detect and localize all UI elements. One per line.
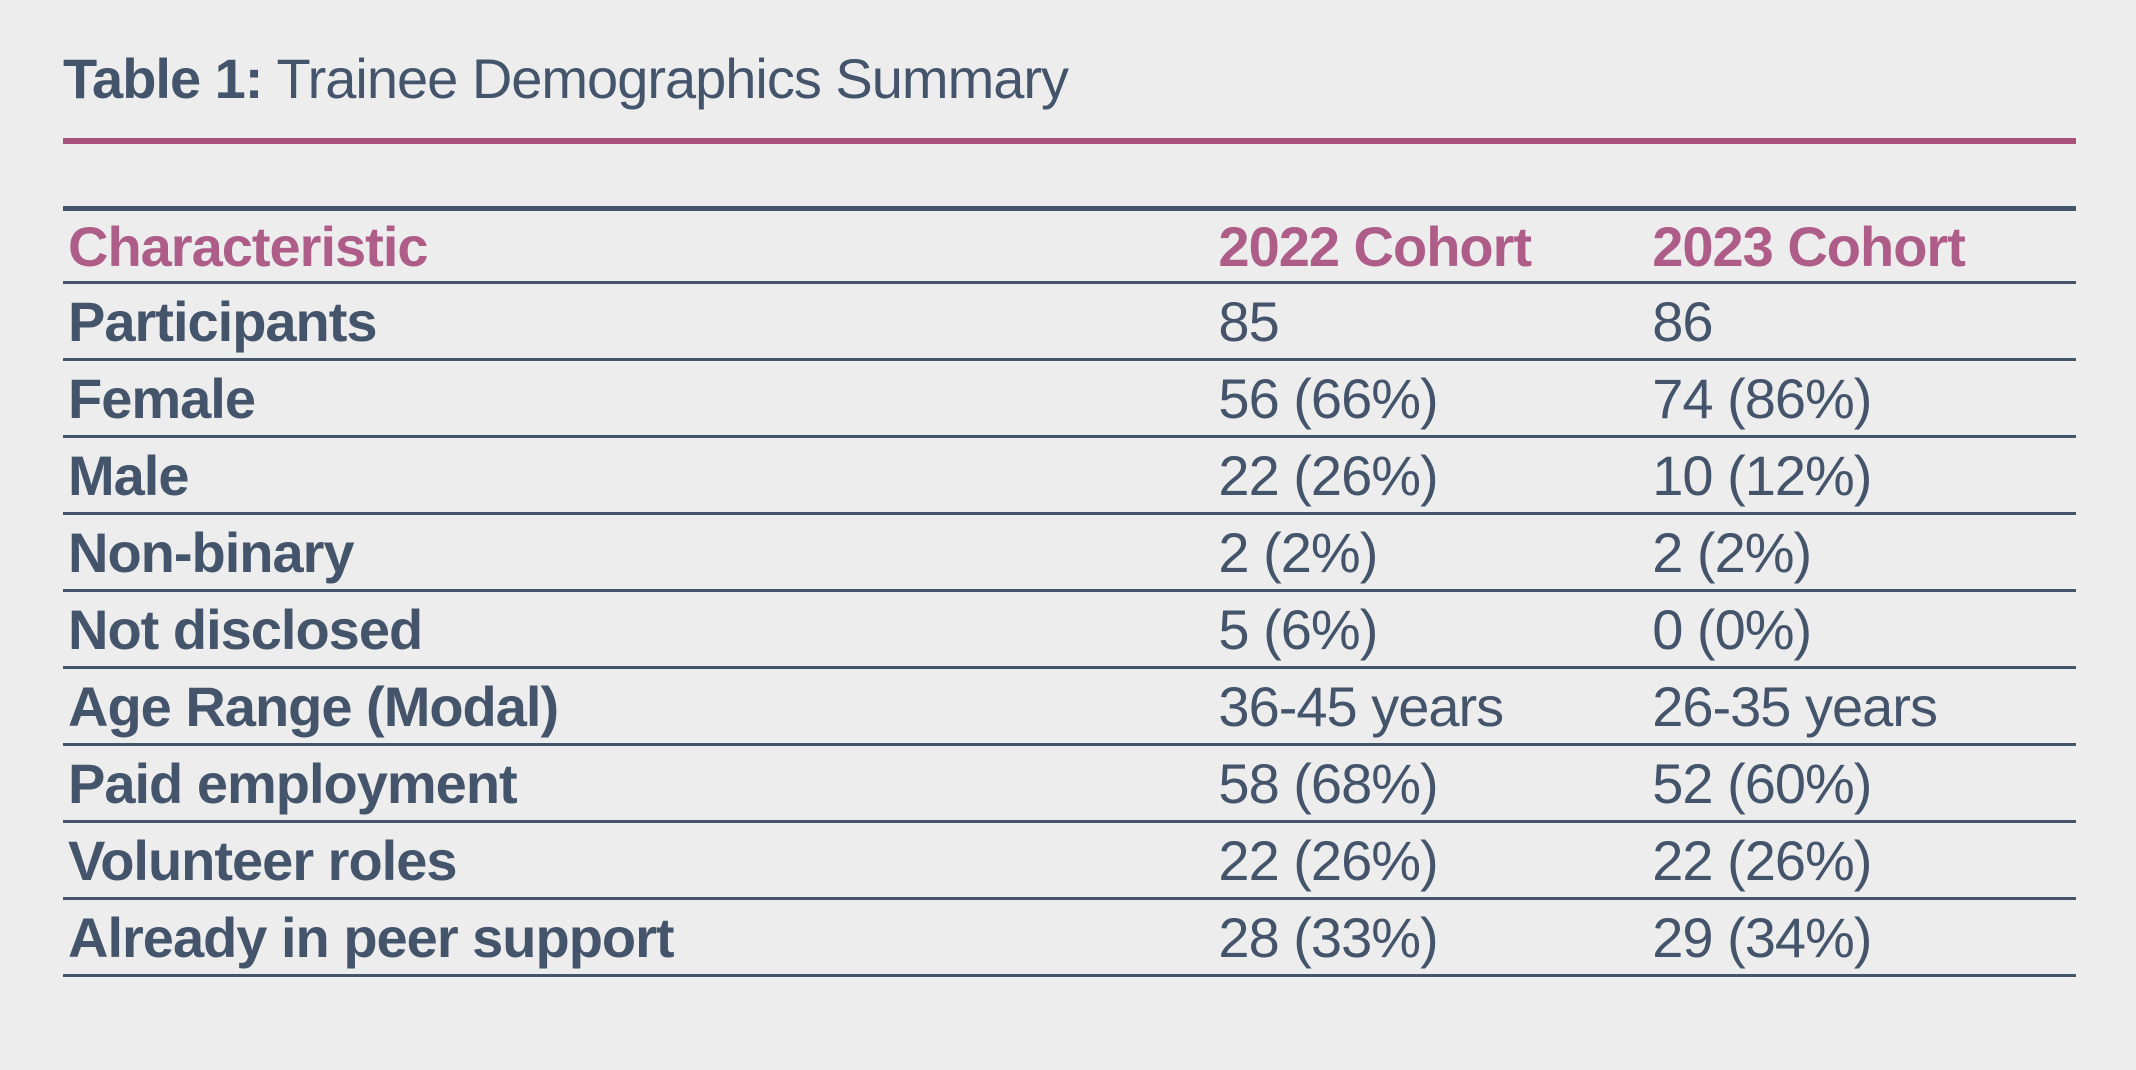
value-cell-2023: 22 (26%) [1647, 821, 2076, 900]
value-cell-2023: 2 (2%) [1647, 513, 2076, 592]
title-accent-rule [63, 138, 2076, 144]
table-row: Participants 85 86 [63, 282, 2076, 361]
title-prefix: Table 1: [63, 47, 263, 110]
page-title: Table 1: Trainee Demographics Summary [63, 46, 2076, 112]
column-header-2023-cohort: 2023 Cohort [1647, 208, 2076, 284]
row-label-cell: Female [63, 359, 1214, 438]
value-cell-2022: 5 (6%) [1213, 590, 1648, 669]
header-row: Characteristic 2022 Cohort 2023 Cohort [63, 208, 2076, 284]
value-cell-2023: 0 (0%) [1647, 590, 2076, 669]
row-label-cell: Not disclosed [63, 590, 1214, 669]
value-cell-2022: 22 (26%) [1213, 821, 1648, 900]
table-row: Already in peer support 28 (33%) 29 (34%… [63, 898, 2076, 977]
value-cell-2023: 74 (86%) [1647, 359, 2076, 438]
value-cell-2022: 22 (26%) [1213, 436, 1648, 515]
column-header-2022-cohort: 2022 Cohort [1213, 208, 1648, 284]
row-label-cell: Already in peer support [63, 898, 1214, 977]
row-label-cell: Male [63, 436, 1214, 515]
table-row: Age Range (Modal) 36-45 years 26-35 year… [63, 667, 2076, 746]
value-cell-2022: 36-45 years [1213, 667, 1648, 746]
column-header-characteristic: Characteristic [63, 208, 1214, 284]
demographics-table: Characteristic 2022 Cohort 2023 Cohort P… [63, 206, 2076, 977]
row-label-cell: Non-binary [63, 513, 1214, 592]
table-row: Paid employment 58 (68%) 52 (60%) [63, 744, 2076, 823]
value-cell-2022: 58 (68%) [1213, 744, 1648, 823]
value-cell-2022: 85 [1213, 282, 1648, 361]
value-cell-2022: 56 (66%) [1213, 359, 1648, 438]
value-cell-2022: 28 (33%) [1213, 898, 1648, 977]
table-row: Not disclosed 5 (6%) 0 (0%) [63, 590, 2076, 669]
value-cell-2023: 86 [1647, 282, 2076, 361]
table-row: Non-binary 2 (2%) 2 (2%) [63, 513, 2076, 592]
value-cell-2023: 26-35 years [1647, 667, 2076, 746]
table-row: Female 56 (66%) 74 (86%) [63, 359, 2076, 438]
table-row: Volunteer roles 22 (26%) 22 (26%) [63, 821, 2076, 900]
value-cell-2023: 10 (12%) [1647, 436, 2076, 515]
row-label-cell: Volunteer roles [63, 821, 1214, 900]
title-text: Trainee Demographics Summary [276, 47, 1069, 110]
row-label-cell: Age Range (Modal) [63, 667, 1214, 746]
value-cell-2022: 2 (2%) [1213, 513, 1648, 592]
value-cell-2023: 52 (60%) [1647, 744, 2076, 823]
table-row: Male 22 (26%) 10 (12%) [63, 436, 2076, 515]
row-label-cell: Paid employment [63, 744, 1214, 823]
row-label-cell: Participants [63, 282, 1214, 361]
value-cell-2023: 29 (34%) [1647, 898, 2076, 977]
